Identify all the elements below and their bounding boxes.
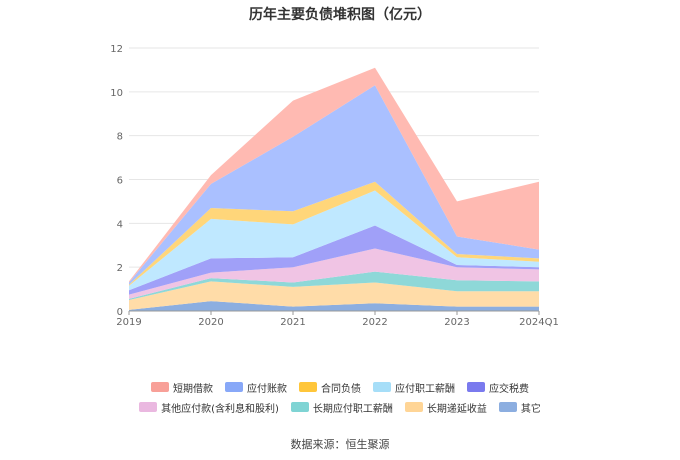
legend-item[interactable]: 长期递延收益 xyxy=(404,400,487,415)
x-tick-label: 2019 xyxy=(116,317,141,328)
legend-swatch xyxy=(151,382,169,392)
legend-item[interactable]: 合同负债 xyxy=(299,380,361,395)
chart-title: 历年主要负债堆积图（亿元） xyxy=(249,7,431,23)
legend-item[interactable]: 短期借款 xyxy=(151,380,213,395)
axes: 0 2 4 6 8 10 12 2019 2020 2021 2022 2023 2024Q1 xyxy=(110,44,559,328)
legend-label: 应付账款 xyxy=(247,383,287,395)
area-series-8 xyxy=(129,67,539,283)
x-tick-label: 2022 xyxy=(362,317,387,328)
legend-item[interactable]: 其它 xyxy=(498,400,541,415)
y-tick-label: 12 xyxy=(110,44,123,55)
y-tick-label: 0 xyxy=(117,307,123,318)
legend-label: 合同负债 xyxy=(321,383,361,395)
legend-swatch xyxy=(290,402,309,412)
area-series-5 xyxy=(129,190,539,291)
x-tick-label: 2024Q1 xyxy=(519,317,559,328)
legend-swatch xyxy=(225,382,243,392)
legend-item[interactable]: 应交税费 xyxy=(467,380,529,395)
legend: 短期借款 应付账款 合同负债 应付职工薪酬 应交税费其他应付款(含利息和股利) 长期应付职… xyxy=(0,377,680,417)
legend-swatch xyxy=(373,382,391,392)
data-source: 数据来源：恒生聚源 xyxy=(290,438,390,451)
legend-label: 其它 xyxy=(520,403,541,415)
x-tick-label: 2023 xyxy=(444,317,469,328)
legend-label: 应交税费 xyxy=(489,383,529,395)
legend-swatch xyxy=(467,382,485,392)
legend-label: 应付职工薪酬 xyxy=(395,383,455,395)
legend-label: 长期递延收益 xyxy=(426,403,487,415)
y-tick-label: 8 xyxy=(117,132,123,143)
y-tick-label: 6 xyxy=(117,176,123,187)
y-tick-label: 4 xyxy=(117,219,123,230)
legend-item[interactable]: 应付账款 xyxy=(225,380,287,395)
area-series-2 xyxy=(129,271,539,300)
legend-swatch xyxy=(498,402,517,412)
legend-item[interactable]: 其他应付款(含利息和股利) xyxy=(139,400,279,415)
legend-row: 短期借款 应付账款 合同负债 应付职工薪酬 应交税费 xyxy=(0,377,680,397)
legend-label: 其他应付款(含利息和股利) xyxy=(161,403,279,415)
area-series xyxy=(129,67,539,311)
legend-item[interactable]: 长期应付职工薪酬 xyxy=(290,400,393,415)
legend-swatch xyxy=(299,382,317,392)
legend-label: 长期应付职工薪酬 xyxy=(312,403,393,415)
x-tick-label: 2021 xyxy=(280,317,305,328)
y-tick-label: 10 xyxy=(110,88,123,99)
area-series-7 xyxy=(129,85,539,285)
area-series-3 xyxy=(129,248,539,299)
area-series-1 xyxy=(129,281,539,310)
legend-row: 其他应付款(含利息和股利) 长期应付职工薪酬 长期递延收益 其它 xyxy=(0,397,680,417)
legend-label: 短期借款 xyxy=(173,383,213,395)
legend-item[interactable]: 应付职工薪酬 xyxy=(373,380,455,395)
x-tick-label: 2020 xyxy=(198,317,223,328)
area-series-6 xyxy=(129,181,539,286)
legend-swatch xyxy=(139,402,158,412)
area-series-4 xyxy=(129,225,539,295)
y-tick-label: 2 xyxy=(117,263,123,274)
area-series-0 xyxy=(129,301,539,311)
legend-swatch xyxy=(404,402,423,412)
